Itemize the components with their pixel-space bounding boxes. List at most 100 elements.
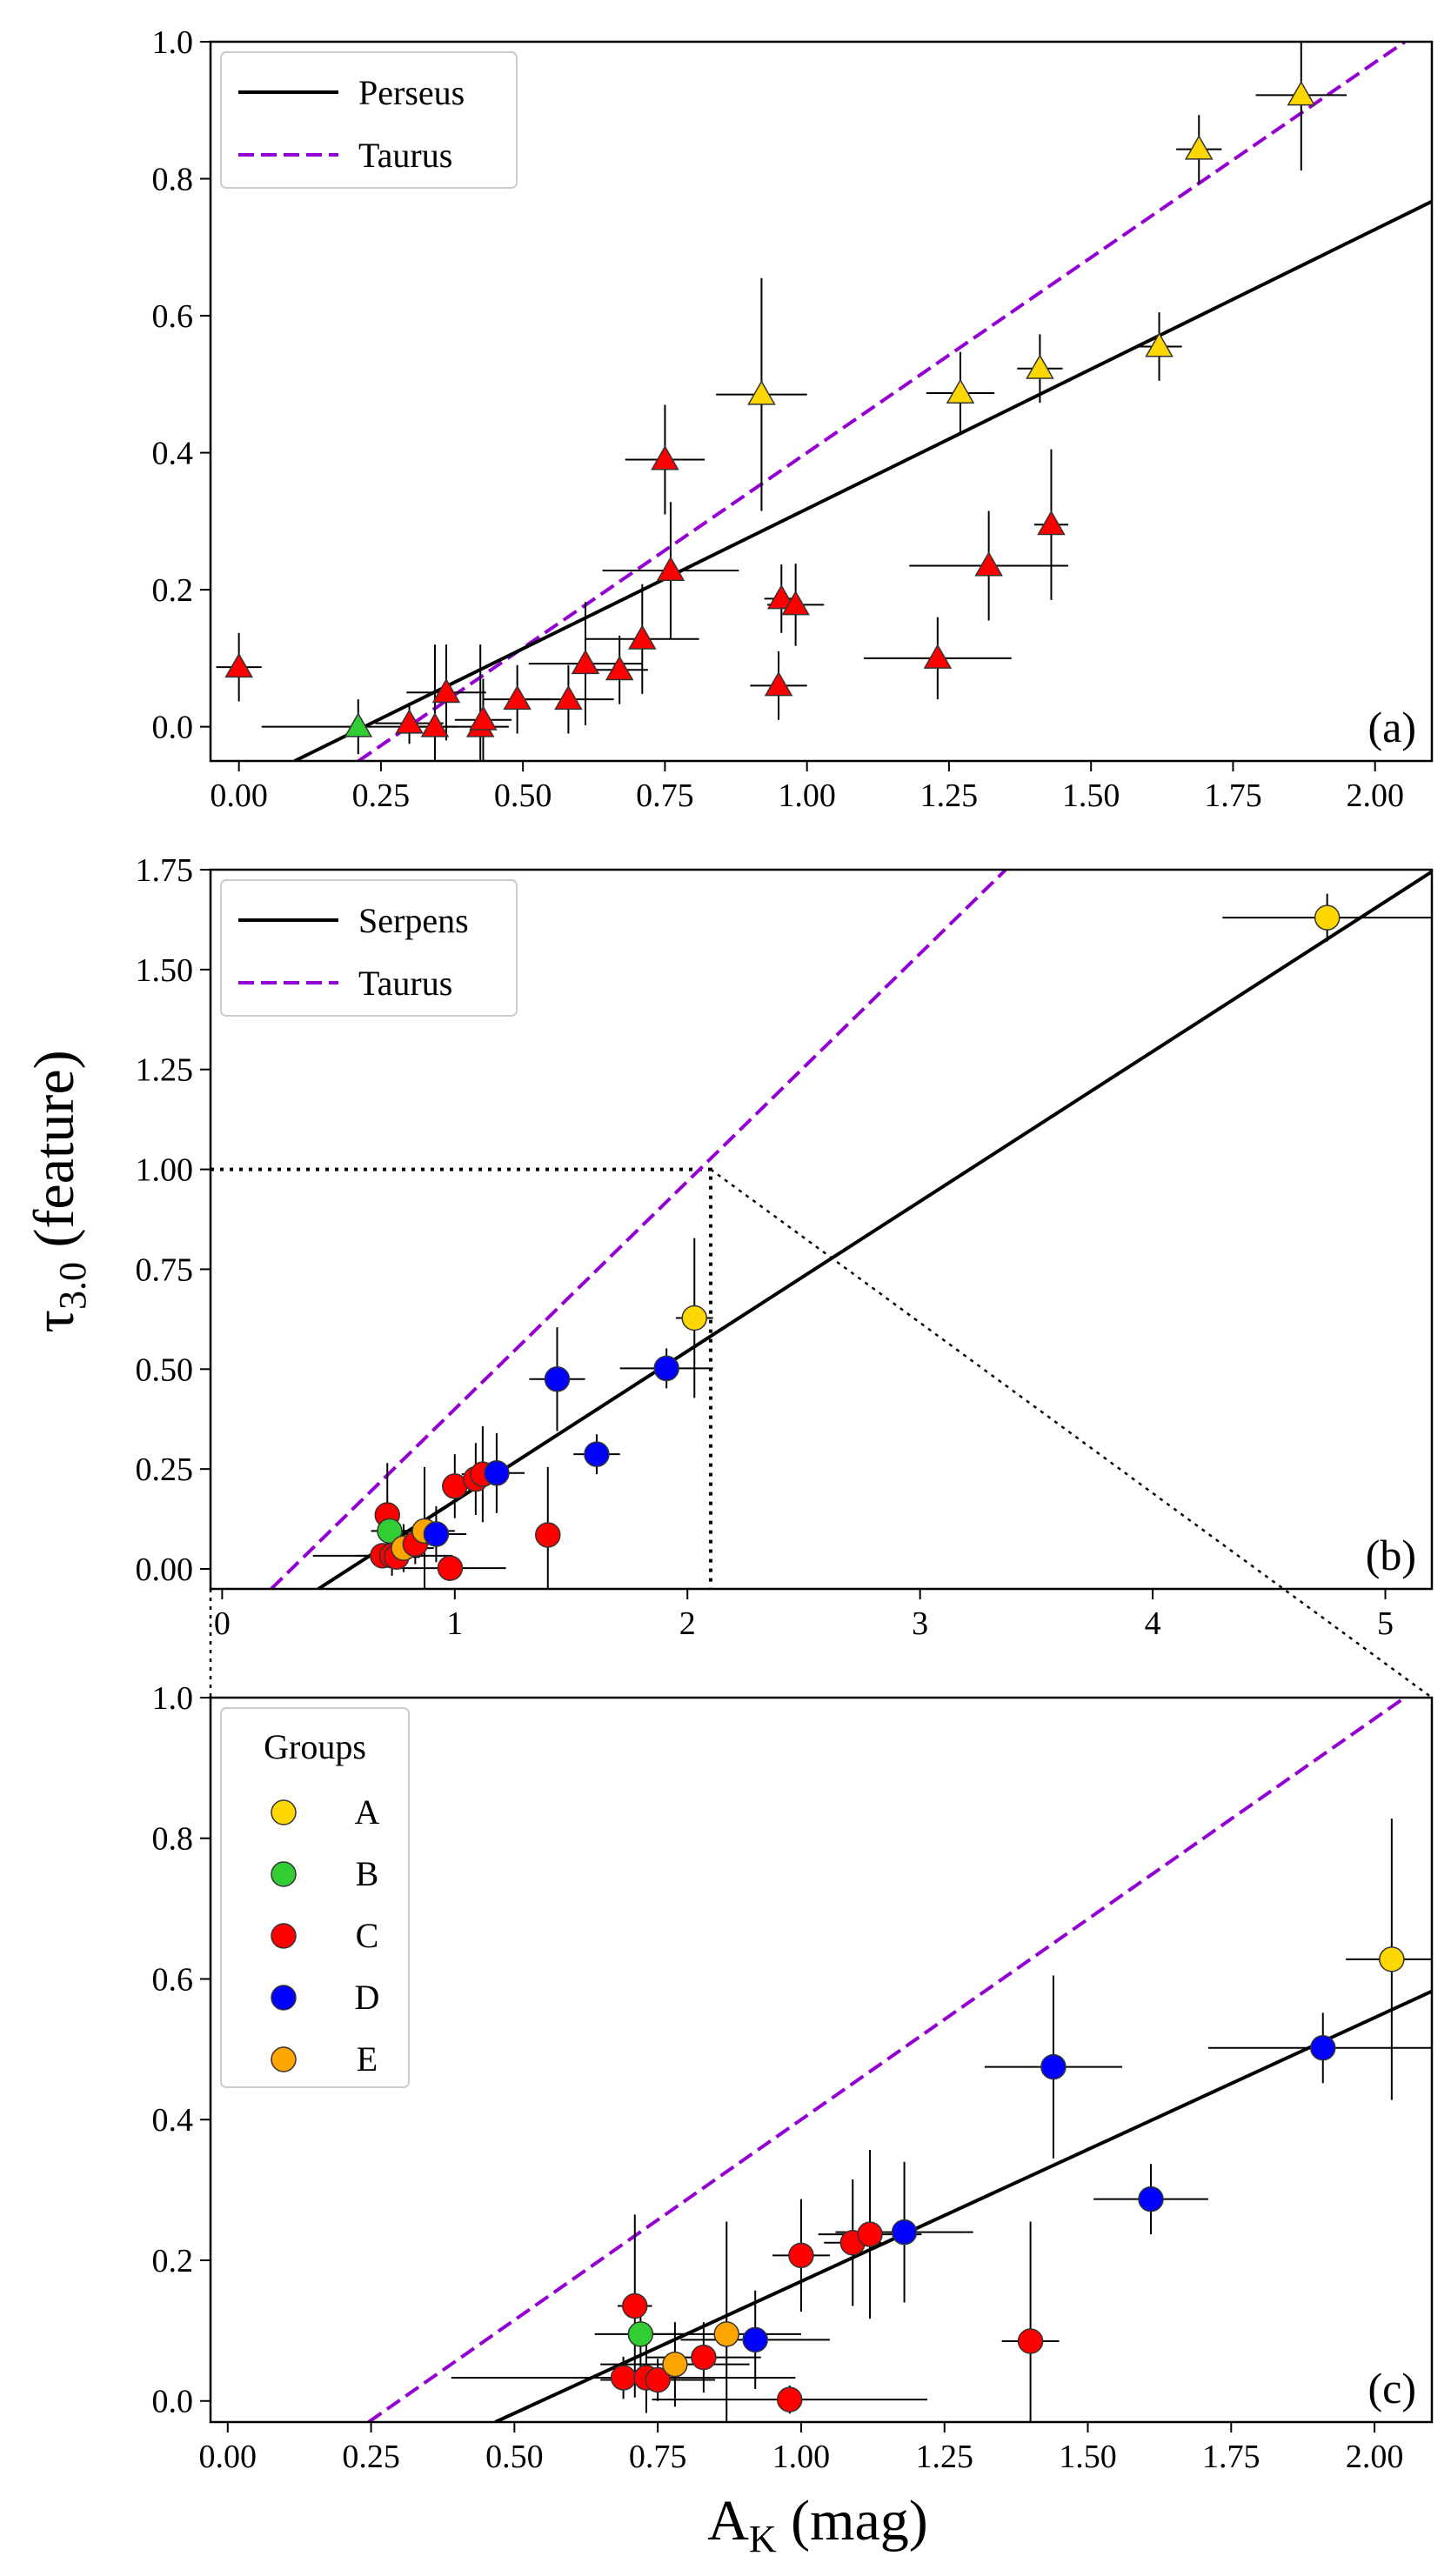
x-axis-title: AK (mag) — [707, 2489, 928, 2560]
data-point-triangle — [431, 677, 461, 704]
y-tick-label: 0.50 — [136, 1351, 194, 1388]
panel-a: 0.00 0.25 0.50 0.75 1.00 1.25 1.50 1.75 2.00 0.0 0… — [152, 24, 1434, 814]
y-tick-label: 0.00 — [136, 1552, 194, 1588]
panel-label: (b) — [1366, 1531, 1416, 1579]
data-point-circle — [1310, 2035, 1336, 2061]
data-point-triangle — [554, 684, 583, 711]
x-tick-label: 5 — [1377, 1605, 1394, 1642]
plot-area — [367, 1698, 1432, 2422]
y-tick-label: 0.0 — [152, 710, 194, 746]
data-point-triangle — [781, 590, 810, 616]
x-tick-label: 1.75 — [1202, 2439, 1260, 2475]
x-tick-label: 0.50 — [494, 777, 552, 814]
y-tick-label: 0.2 — [152, 2243, 194, 2279]
data-point-triangle — [395, 709, 424, 734]
data-point-triangle — [469, 705, 498, 731]
legend-title: Groups — [264, 1727, 366, 1766]
data-point-circle — [1379, 1946, 1405, 1972]
y-tick-label: 0.8 — [152, 1821, 194, 1858]
panel-label: (a) — [1368, 703, 1417, 751]
data-point-triangle — [747, 380, 776, 405]
y-tick-label: 0.4 — [152, 436, 194, 472]
legend-marker — [271, 1861, 297, 1887]
y-tick-label: 1.0 — [152, 24, 194, 61]
legend-marker — [271, 1799, 297, 1825]
data-point-triangle — [1037, 510, 1066, 536]
y-tick-label: 1.50 — [136, 952, 194, 989]
data-point-circle — [535, 1522, 561, 1548]
fit-line — [293, 199, 1432, 761]
data-point-circle — [1040, 2053, 1067, 2080]
taurus-line — [270, 870, 1007, 1589]
legend-marker — [271, 2046, 297, 2072]
legend-box — [220, 1707, 410, 2088]
data-point-circle — [627, 2321, 654, 2347]
data-point-triangle — [503, 684, 532, 711]
legend-label: C — [356, 1916, 379, 1955]
axes-frame — [209, 1696, 1434, 2424]
plot-area — [216, 42, 1432, 761]
data-point-circle — [742, 2326, 768, 2353]
data-point-triangle — [1145, 331, 1174, 357]
data-point-triangle — [344, 712, 373, 737]
axes-frame — [209, 40, 1434, 763]
legend-label: D — [355, 1978, 380, 2017]
data-point-circle — [1138, 2186, 1164, 2212]
legend-label: Taurus — [358, 136, 452, 175]
x-tick-label: 2 — [679, 1605, 696, 1642]
zoom-connector-right — [710, 1168, 1433, 1699]
data-point-circle — [653, 1355, 679, 1382]
data-point-circle — [622, 2292, 648, 2319]
x-tick-label: 1.00 — [772, 2439, 831, 2475]
x-tick-label: 0.25 — [352, 777, 411, 814]
x-tick-label: 1.25 — [915, 2439, 973, 2475]
x-tick-label: 4 — [1145, 1605, 1161, 1642]
y-tick-label: 0.6 — [152, 298, 194, 335]
data-point-triangle — [974, 551, 1003, 577]
x-tick-label: 1.75 — [1204, 777, 1262, 814]
x-tick-label: 2.00 — [1346, 777, 1404, 814]
data-point-triangle — [946, 378, 975, 404]
data-point-triangle — [766, 584, 796, 610]
y-tick-label: 0.75 — [136, 1251, 194, 1288]
taurus-line — [367, 1698, 1406, 2422]
data-point-circle — [691, 2344, 717, 2371]
legend-label: Perseus — [358, 73, 465, 112]
x-tick-label: 1.50 — [1062, 777, 1120, 814]
x-tick-label: 1.25 — [920, 777, 979, 814]
legend-marker — [271, 1923, 297, 1949]
axes-frame — [209, 868, 1434, 1591]
y-tick-label: 0.0 — [152, 2384, 194, 2420]
x-tick-label: 1.50 — [1059, 2439, 1117, 2475]
panel-b: 0 1 2 3 4 5 0.00 0.25 0.50 0.75 1.00 1.25 1.50 1.75 (b… — [136, 852, 1434, 1642]
x-tick-label: 3 — [912, 1605, 928, 1642]
data-point-circle — [891, 2219, 918, 2246]
data-point-circle — [662, 2351, 688, 2378]
y-tick-label: 1.75 — [136, 852, 194, 889]
data-point-triangle — [628, 624, 657, 650]
legend-label: B — [356, 1854, 379, 1893]
data-point-triangle — [764, 671, 793, 697]
data-point-triangle — [224, 652, 253, 678]
data-point-triangle — [420, 712, 450, 737]
y-tick-label: 1.00 — [136, 1152, 194, 1189]
data-point-circle — [437, 1555, 464, 1581]
data-point-circle — [484, 1460, 510, 1486]
panel-label: (c) — [1368, 2364, 1417, 2412]
data-point-circle — [857, 2221, 883, 2247]
data-point-circle — [423, 1521, 450, 1547]
x-tick-label: 0.25 — [342, 2439, 400, 2475]
data-point-circle — [645, 2366, 671, 2393]
data-point-triangle — [651, 444, 679, 470]
x-tick-label: 0.00 — [199, 2439, 257, 2475]
y-tick-label: 0.25 — [136, 1452, 194, 1488]
legend-marker — [271, 1985, 297, 2011]
x-tick-label: 1 — [446, 1605, 463, 1642]
y-tick-label: 0.2 — [152, 572, 194, 609]
x-tick-label: 1.00 — [778, 777, 836, 814]
y-tick-label: 1.0 — [152, 1680, 194, 1717]
data-point-circle — [1017, 2328, 1044, 2354]
data-point-triangle — [1026, 354, 1054, 379]
legend-label: A — [355, 1792, 380, 1832]
